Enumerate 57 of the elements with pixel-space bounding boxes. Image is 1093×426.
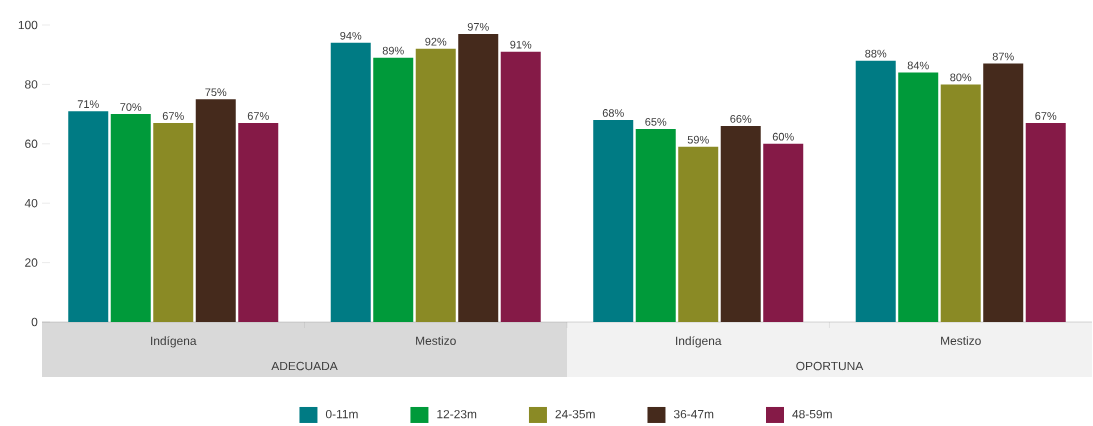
x-tick-label: Mestizo [941, 336, 981, 345]
y-tick-label: 100 [18, 20, 38, 30]
data-label: 66% [730, 115, 752, 123]
bar [635, 128, 676, 322]
bar [458, 33, 499, 322]
bar [983, 63, 1024, 322]
y-tick-label: 60 [25, 139, 38, 149]
bar [373, 57, 414, 322]
bar [68, 111, 109, 322]
data-label: 89% [382, 46, 404, 55]
data-label: 97% [467, 22, 489, 31]
data-label: 71% [77, 100, 99, 108]
data-label: 68% [602, 109, 624, 117]
bar [500, 51, 541, 322]
bar [1025, 123, 1066, 322]
data-label: 67% [247, 112, 269, 120]
bar [238, 123, 279, 322]
y-tick-label: 0 [31, 317, 38, 327]
data-label: 59% [687, 135, 709, 144]
legend-label: 48-59m [792, 409, 832, 419]
bar [195, 99, 236, 322]
bar [593, 120, 634, 322]
x-tick-label: Indígena [676, 336, 722, 348]
bar [330, 42, 371, 322]
x-tick-label: Mestizo [416, 336, 456, 345]
data-label: 91% [510, 40, 532, 49]
data-label: 80% [950, 73, 972, 82]
text: OPORTUNA [796, 361, 864, 371]
bar [763, 143, 804, 322]
legend-label: 12-23m [437, 409, 477, 419]
text: ADECUADA [271, 361, 338, 371]
legend-label: 0-11m [325, 409, 358, 419]
bar [855, 60, 896, 322]
data-label: 70% [120, 103, 142, 111]
data-label: 94% [340, 31, 362, 40]
bar [110, 114, 151, 322]
x-tick-label: Indígena [151, 336, 197, 348]
data-label: 65% [645, 118, 667, 126]
data-label: 87% [992, 52, 1014, 61]
legend-label: 24-35m [555, 409, 595, 419]
y-tick-label: 20 [25, 258, 38, 267]
data-label: 92% [425, 37, 447, 46]
data-label: 84% [907, 61, 929, 70]
y-tick-label: 80 [25, 80, 38, 89]
bar [720, 125, 761, 322]
data-label: 67% [162, 112, 184, 120]
bar [678, 146, 719, 322]
y-tick-label: 40 [24, 198, 38, 208]
bar [415, 48, 456, 322]
data-label: 67% [1035, 112, 1057, 120]
data-label: 75% [205, 88, 227, 97]
data-label: 88% [865, 49, 887, 58]
bar [153, 123, 194, 322]
bar [898, 72, 939, 322]
bar [940, 84, 981, 322]
data-label: 60% [772, 132, 794, 141]
legend-label: 36-47m [673, 409, 714, 419]
